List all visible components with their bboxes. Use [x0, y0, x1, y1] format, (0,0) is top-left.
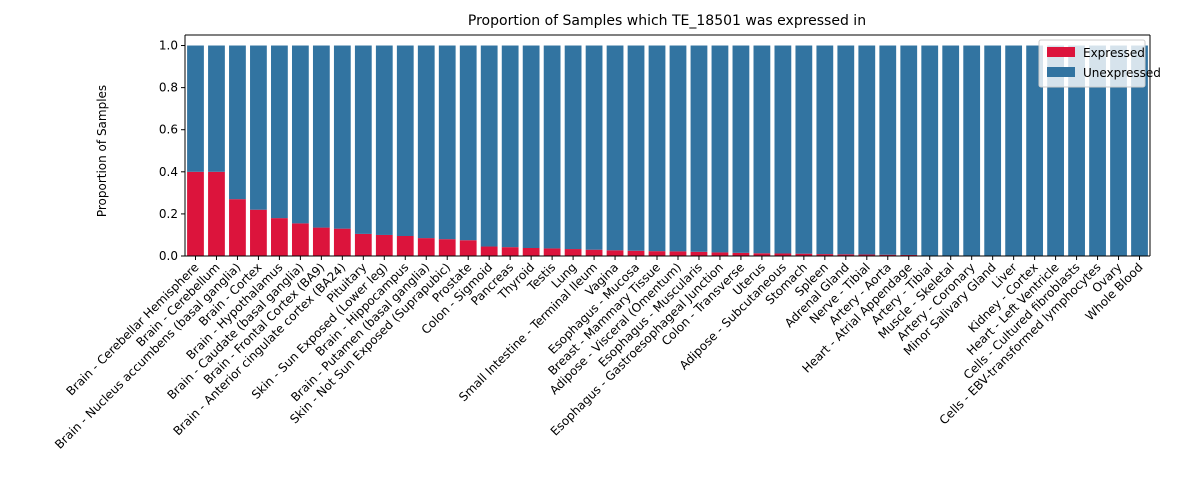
bar-unexpressed [543, 45, 561, 249]
bar-unexpressed [501, 45, 519, 248]
bar-expressed [312, 227, 330, 256]
legend-label-unexpressed: Unexpressed [1083, 66, 1161, 80]
bar-expressed [648, 251, 666, 256]
bar-expressed [375, 234, 393, 256]
bar-unexpressed [396, 45, 414, 237]
bar-unexpressed [648, 45, 666, 252]
bar-unexpressed [1005, 45, 1023, 257]
bar-unexpressed [1047, 45, 1064, 257]
y-tick-label: 0.2 [159, 207, 178, 221]
legend-swatch-expressed [1047, 47, 1075, 57]
bar-unexpressed [1131, 45, 1148, 257]
bar-unexpressed [858, 45, 876, 255]
bar-unexpressed [333, 45, 351, 229]
bar-unexpressed [837, 45, 855, 255]
bar-expressed [208, 171, 225, 256]
y-tick-label: 1.0 [159, 39, 178, 53]
bar-expressed [669, 251, 687, 256]
bar-expressed [606, 250, 624, 256]
bar-expressed [250, 209, 267, 256]
bar-expressed [564, 249, 582, 256]
bar-unexpressed [250, 45, 267, 210]
bar-expressed [291, 223, 309, 256]
bar-expressed [417, 238, 435, 256]
bar-expressed [900, 254, 918, 256]
bar-expressed [229, 199, 246, 256]
bar-expressed [522, 248, 540, 256]
bar-unexpressed [354, 45, 372, 234]
bar-expressed [795, 253, 813, 256]
bar-unexpressed [963, 45, 981, 257]
bar-expressed [816, 254, 834, 256]
y-tick-label: 0.6 [159, 123, 178, 137]
bar-unexpressed [984, 45, 1002, 257]
bar-expressed [753, 253, 771, 256]
bar-unexpressed [522, 45, 540, 249]
bar-expressed [480, 246, 498, 256]
bar-unexpressed [732, 45, 750, 253]
legend-swatch-unexpressed [1047, 67, 1075, 77]
bar-unexpressed [585, 45, 603, 250]
bar-unexpressed [879, 45, 897, 255]
bar-unexpressed [459, 45, 477, 241]
bar-expressed [732, 252, 750, 256]
bar-unexpressed [271, 45, 288, 219]
bar-unexpressed [1110, 45, 1127, 257]
bar-unexpressed [438, 45, 456, 240]
chart-title: Proportion of Samples which TE_18501 was… [468, 13, 866, 29]
bar-unexpressed [606, 45, 624, 251]
legend: Expressed Unexpressed [1038, 39, 1161, 88]
bar-unexpressed [627, 45, 645, 251]
bar-expressed [459, 240, 477, 256]
bar-expressed [774, 253, 792, 256]
bar-unexpressed [187, 45, 204, 172]
bar-expressed [396, 236, 414, 256]
bar-expressed [690, 251, 708, 256]
bar-unexpressed [417, 45, 435, 239]
bar-unexpressed [480, 45, 498, 247]
y-tick-label: 0.0 [159, 249, 178, 263]
y-tick-label: 0.4 [159, 165, 178, 179]
bar-unexpressed [711, 45, 729, 253]
bar-unexpressed [795, 45, 813, 254]
bar-unexpressed [1026, 45, 1044, 257]
bar-expressed [711, 252, 729, 256]
bar-unexpressed [669, 45, 687, 252]
bar-unexpressed [900, 45, 918, 255]
bar-expressed [333, 228, 351, 256]
bar-unexpressed [816, 45, 834, 255]
bar-unexpressed [690, 45, 708, 252]
bar-expressed [585, 249, 603, 256]
bar-unexpressed [1089, 45, 1106, 257]
bar-unexpressed [774, 45, 792, 254]
bar-expressed [271, 218, 288, 256]
bar-expressed [837, 254, 855, 256]
bar-unexpressed [1068, 45, 1085, 257]
bar-unexpressed [921, 45, 939, 257]
bar-unexpressed [375, 45, 393, 235]
bar-expressed [543, 248, 561, 256]
bar-unexpressed [291, 45, 309, 224]
bar-expressed [627, 250, 645, 256]
bar-unexpressed [753, 45, 771, 254]
y-axis-label: Proportion of Samples [95, 85, 109, 217]
bar-expressed [354, 233, 372, 256]
bar-expressed [879, 254, 897, 256]
bar-unexpressed [312, 45, 330, 228]
y-tick-label: 0.8 [159, 81, 178, 95]
bar-expressed [858, 254, 876, 256]
bar-expressed [501, 247, 519, 256]
bar-unexpressed [208, 45, 225, 172]
bar-unexpressed [942, 45, 960, 257]
bar-expressed [187, 171, 204, 256]
legend-label-expressed: Expressed [1083, 46, 1145, 60]
bar-unexpressed [564, 45, 582, 250]
bar-unexpressed [229, 45, 246, 200]
bar-expressed [438, 239, 456, 256]
